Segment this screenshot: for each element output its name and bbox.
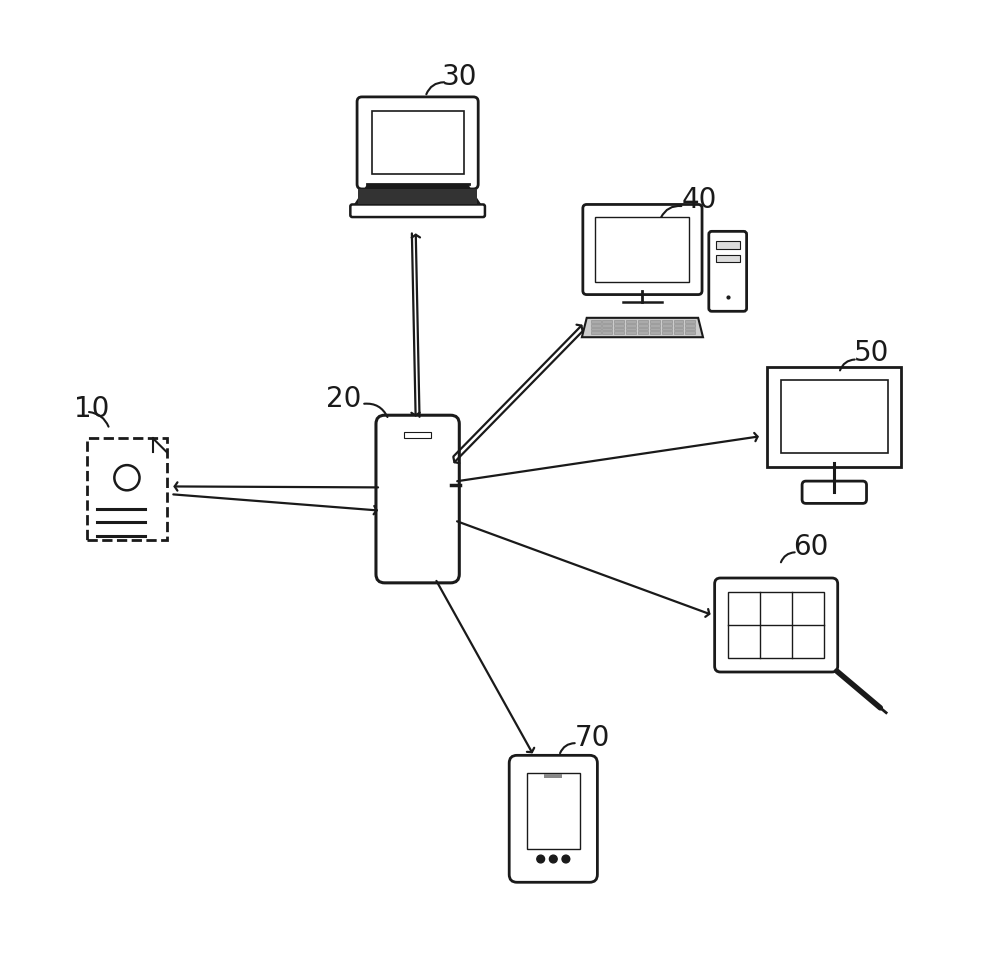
Bar <box>716 255 740 263</box>
Bar <box>638 331 648 334</box>
Bar <box>591 328 601 330</box>
FancyBboxPatch shape <box>715 578 838 672</box>
Bar <box>626 320 636 323</box>
Bar <box>650 328 660 330</box>
Bar <box>602 328 612 330</box>
Bar <box>662 324 672 327</box>
Bar <box>591 331 601 334</box>
Bar <box>602 324 612 327</box>
Text: 10: 10 <box>74 394 109 422</box>
Bar <box>602 331 612 334</box>
Bar <box>781 381 888 453</box>
Bar <box>650 320 660 323</box>
Bar <box>674 328 683 330</box>
Bar <box>591 320 601 323</box>
FancyBboxPatch shape <box>583 204 702 295</box>
Text: 20: 20 <box>326 385 361 413</box>
Bar <box>674 331 683 334</box>
Bar <box>614 320 624 323</box>
Bar <box>685 328 695 330</box>
FancyBboxPatch shape <box>509 756 597 882</box>
Bar <box>716 241 740 249</box>
Polygon shape <box>582 318 703 337</box>
Bar <box>358 189 477 204</box>
FancyBboxPatch shape <box>802 481 867 504</box>
FancyBboxPatch shape <box>709 232 747 311</box>
Bar <box>614 331 624 334</box>
Bar <box>626 331 636 334</box>
Text: 30: 30 <box>442 63 477 91</box>
Text: 40: 40 <box>681 186 717 214</box>
Bar <box>685 320 695 323</box>
Text: 60: 60 <box>794 533 829 561</box>
Polygon shape <box>354 186 482 207</box>
Bar <box>638 324 648 327</box>
Circle shape <box>537 856 545 863</box>
FancyBboxPatch shape <box>376 416 459 583</box>
Bar <box>602 320 612 323</box>
FancyBboxPatch shape <box>350 204 485 217</box>
Bar <box>662 328 672 330</box>
Text: 50: 50 <box>854 339 889 367</box>
Bar <box>595 217 689 282</box>
FancyBboxPatch shape <box>357 97 478 189</box>
Bar <box>662 320 672 323</box>
Bar <box>728 591 824 659</box>
Bar <box>650 324 660 327</box>
Bar <box>372 111 464 174</box>
Circle shape <box>549 856 557 863</box>
FancyBboxPatch shape <box>767 366 901 466</box>
Bar <box>544 773 562 777</box>
Bar <box>685 324 695 327</box>
Bar <box>638 328 648 330</box>
Circle shape <box>562 856 570 863</box>
Bar <box>626 328 636 330</box>
Bar <box>404 432 431 438</box>
Bar <box>638 320 648 323</box>
Text: 70: 70 <box>575 724 610 752</box>
Bar <box>614 328 624 330</box>
Bar <box>87 438 167 541</box>
Bar <box>674 324 683 327</box>
Bar <box>614 324 624 327</box>
Bar <box>674 320 683 323</box>
Bar <box>591 324 601 327</box>
Bar <box>650 331 660 334</box>
Bar <box>662 331 672 334</box>
Bar <box>527 773 580 849</box>
Bar <box>685 331 695 334</box>
Bar <box>626 324 636 327</box>
